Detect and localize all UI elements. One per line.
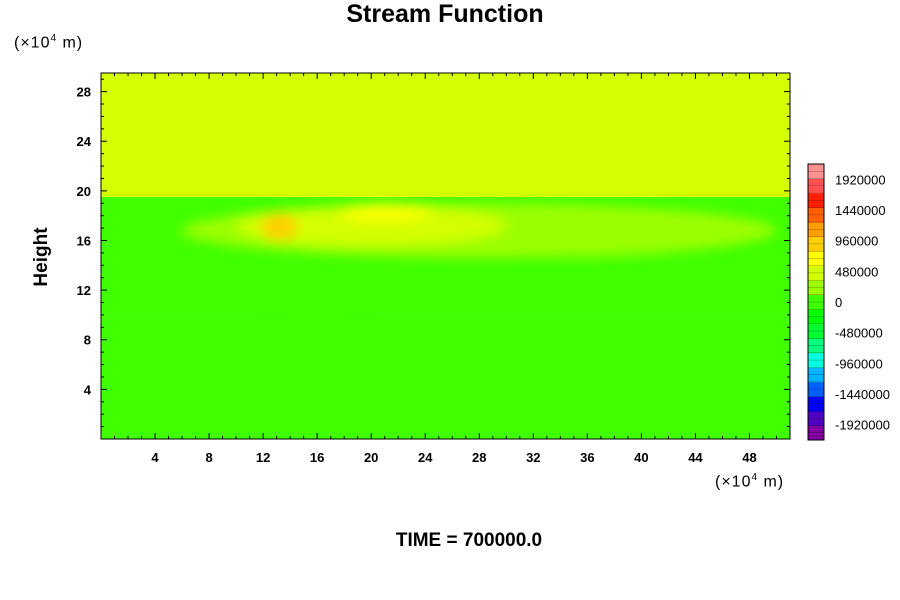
colorbar-segment [808,251,824,267]
y-unit-prefix: (×10 [14,34,51,52]
y-tick-label: 28 [77,85,91,100]
y-axis-unit: (×104 m) [14,33,83,52]
colorbar-label: -960000 [835,356,883,371]
x-tick-label: 40 [634,450,648,465]
colorbar-segment [808,323,824,339]
colorbar-label: -1440000 [835,387,890,402]
colorbar-segment [808,294,824,310]
field-blob [236,205,507,246]
colorbar-segment [808,265,824,281]
colorbar-segment [808,222,824,238]
colorbar-frame [807,163,825,441]
x-tick-label: 4 [151,450,159,465]
x-tick-label: 32 [526,450,540,465]
field-blob [263,287,372,318]
colorbar-label: -1920000 [835,418,890,433]
colorbar-label: 960000 [835,234,878,249]
colorbar: 1920000 1440000 960000 480000 0 -480000 -96000… [807,163,890,441]
field-blob [107,228,189,266]
x-tick-label: 24 [418,450,433,465]
colorbar-segment [808,280,824,296]
plot-frame [100,72,791,440]
y-tick-label: 20 [77,184,91,199]
x-unit-prefix: (×10 [715,473,752,491]
colorbar-segment [808,396,824,412]
colorbar-segment [808,178,824,194]
field-blob [560,259,723,297]
x-tick-label: 16 [310,450,324,465]
colorbar-label: 480000 [835,264,878,279]
colorbar-segment [808,352,824,368]
colorbar-label: 1440000 [835,203,886,218]
colorbar-segment [808,367,824,383]
y-tick-label: 4 [84,382,92,397]
x-tick-label: 8 [205,450,212,465]
x-tick-label: 12 [256,450,270,465]
x-unit-exponent: 4 [751,472,759,483]
x-unit-suffix: m) [758,473,785,491]
y-tick-label: 8 [84,333,91,348]
time-label: TIME = 700000.0 [395,530,543,551]
y-tick-label: 16 [77,233,91,248]
y-unit-exponent: 4 [50,33,58,44]
colorbar-segment [808,164,824,180]
colorbar-label: 1920000 [835,172,886,187]
y-axis: 4 8 12 16 20 24 28 [77,78,790,428]
y-unit-suffix: m) [57,34,84,52]
colorbar-segment [808,410,824,426]
page-title: Stream Function [346,0,544,28]
field-bottom-fill [101,399,790,439]
colorbar-segment [808,381,824,397]
y-tick-label: 24 [77,134,92,149]
x-axis-unit: (×104 m) [715,472,784,491]
x-tick-label: 20 [364,450,378,465]
colorbar-segment [808,236,824,252]
x-axis: 4 8 12 16 20 24 28 32 36 40 44 48 [114,73,777,465]
y-tick-label: 12 [77,283,91,298]
contour-field [101,73,790,439]
x-tick-label: 36 [580,450,594,465]
x-tick-label: 28 [472,450,486,465]
colorbar-segment [808,309,824,325]
colorbar-segment [808,207,824,223]
colorbar-label: -480000 [835,326,883,341]
field-blob [261,213,297,241]
x-tick-label: 48 [742,450,756,465]
colorbar-segment [808,425,824,441]
colorbar-segment [808,193,824,209]
x-tick-label: 44 [688,450,703,465]
field-top-fill [101,73,790,113]
colorbar-segment [808,338,824,354]
field-blob [337,203,432,221]
colorbar-label: 0 [835,295,842,310]
